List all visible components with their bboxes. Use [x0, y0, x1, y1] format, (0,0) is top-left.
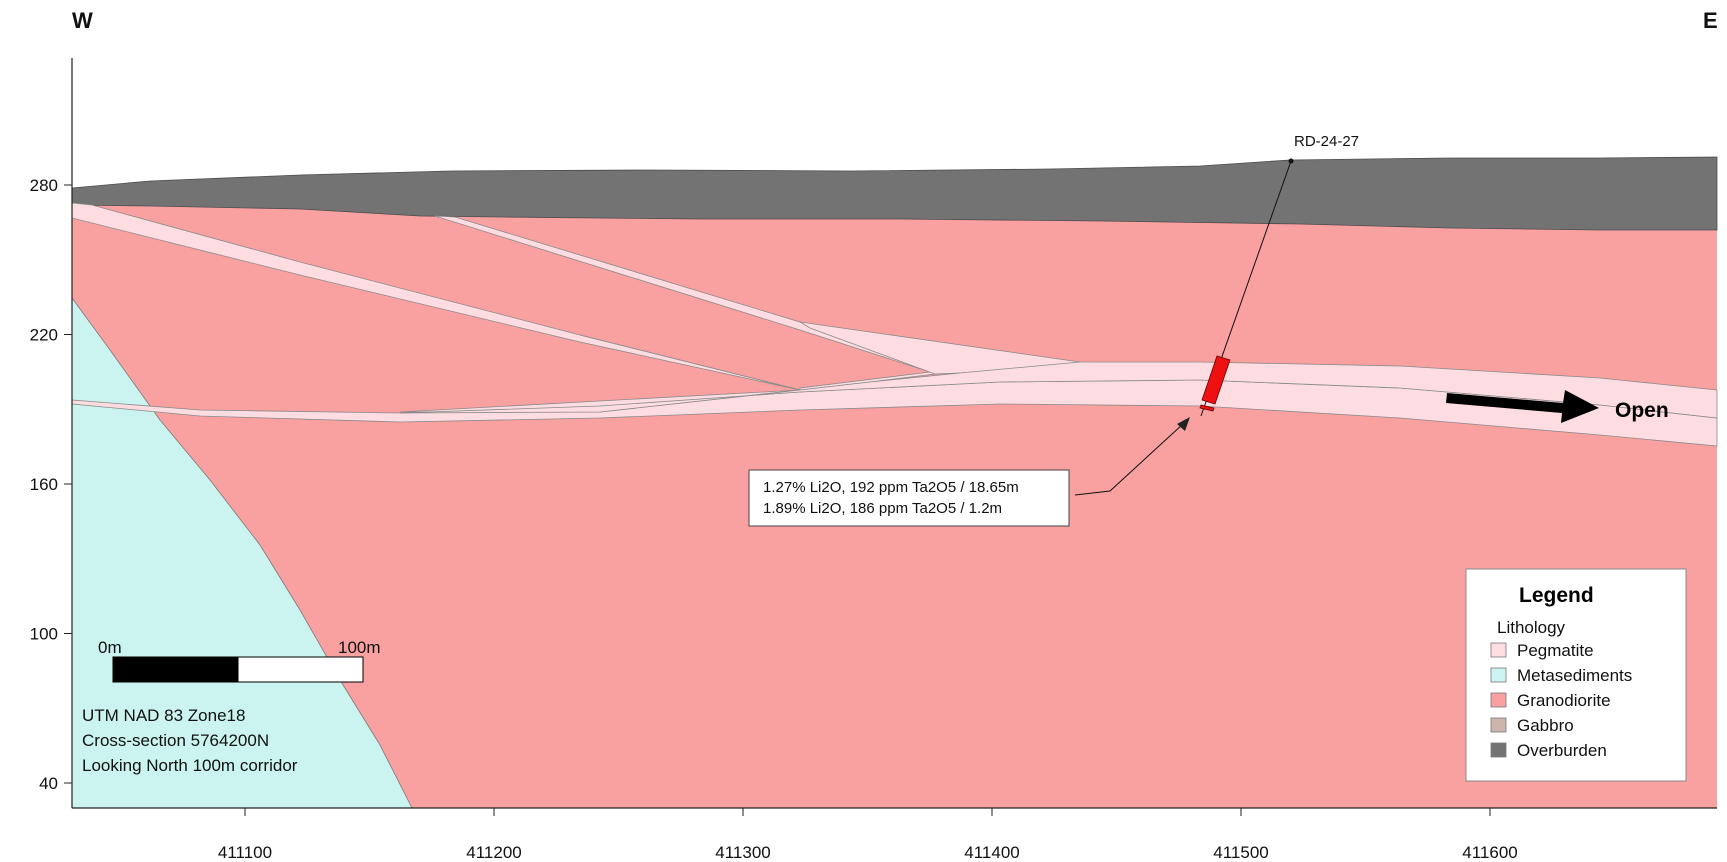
legend-item-label: Gabbro: [1517, 716, 1574, 735]
legend-swatch: [1490, 667, 1507, 683]
legend-items: Pegmatite Metasediments Granodiorite Gabbro…: [1490, 641, 1632, 760]
x-tick-label: 411500: [1213, 843, 1268, 862]
legend-item-label: Metasediments: [1517, 666, 1632, 685]
y-tick-label: 160: [30, 475, 58, 494]
x-tick-label: 411600: [1462, 843, 1517, 862]
intercept-callout-box: [748, 469, 1070, 527]
legend-item-label: Granodiorite: [1517, 691, 1611, 710]
scale-start-label: 0m: [98, 638, 122, 657]
x-tick-label: 411200: [466, 843, 521, 862]
drillhole-label: RD-24-27: [1294, 133, 1359, 150]
x-tick-label: 411300: [715, 843, 770, 862]
pegmatite-junction: [399, 334, 1718, 419]
mineralized-interval: [1201, 355, 1231, 405]
legend-swatch: [1490, 742, 1507, 758]
callout-leader: [1074, 423, 1184, 496]
scale-bar-white: [237, 656, 364, 683]
x-tick-label: 411400: [964, 843, 1019, 862]
intercept-line-2: 1.89% Li2O, 186 ppm Ta2O5 / 1.2m: [763, 500, 1002, 517]
open-label: Open: [1615, 399, 1669, 422]
y-tick-label: 220: [30, 326, 58, 345]
intercept-line-1: 1.27% Li2O, 192 ppm Ta2O5 / 18.65m: [763, 479, 1019, 496]
x-axis-ticks: 411100 411200 411300 411400 411500 411600: [218, 808, 1518, 862]
legend-swatch: [1490, 692, 1507, 708]
legend-item-label: Overburden: [1517, 741, 1607, 760]
projection-line-3: Looking North 100m corridor: [82, 756, 298, 775]
y-tick-label: 100: [30, 625, 58, 644]
callout-arrowhead: [1177, 417, 1190, 431]
y-axis-ticks: 280 220 160 100 40: [30, 176, 72, 793]
scale-end-label: 100m: [338, 638, 381, 657]
west-label: W: [72, 8, 93, 33]
legend-swatch: [1490, 717, 1507, 733]
legend-swatch: [1490, 642, 1507, 658]
secondary-interval: [1199, 404, 1215, 412]
scale-bar-black: [112, 656, 239, 683]
y-tick-label: 40: [39, 774, 58, 793]
x-tick-label: 411100: [218, 843, 272, 862]
y-tick-label: 280: [30, 176, 58, 195]
overburden-unit: [71, 156, 1718, 231]
projection-line-1: UTM NAD 83 Zone18: [82, 706, 245, 725]
east-label: E: [1703, 8, 1718, 33]
projection-line-2: Cross-section 5764200N: [82, 731, 269, 750]
legend-subtitle: Lithology: [1497, 618, 1566, 637]
legend-item-label: Pegmatite: [1517, 641, 1594, 660]
open-arrow-icon: [1446, 390, 1599, 423]
legend-title: Legend: [1519, 584, 1594, 607]
legend: Legend Lithology Pegmatite Metasediments G…: [1465, 568, 1687, 782]
